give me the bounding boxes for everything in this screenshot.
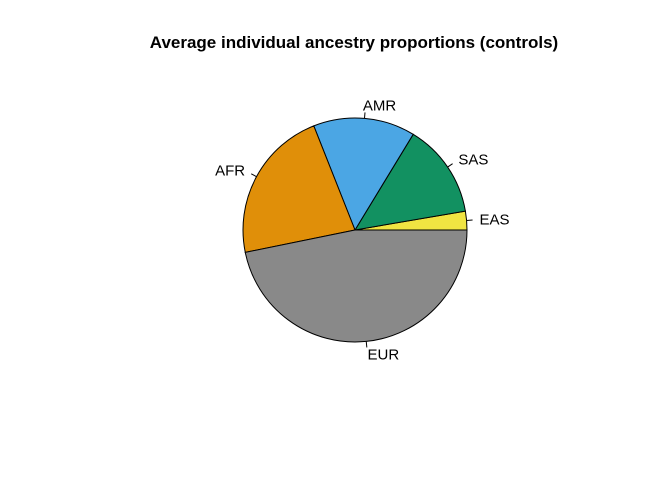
pie-label-eas: EAS [480,211,510,228]
pie-label-afr: AFR [215,162,245,179]
pie-slices [242,117,468,343]
pie-labels: EAS SAS AMR AFR EUR [215,97,509,363]
pie-slice-amr [313,117,414,232]
pie-tick-eas [466,219,473,222]
pie-tick-afr [251,173,257,178]
pie-tick-sas [447,163,453,168]
pie-label-amr: AMR [363,97,397,114]
chart-title: Average individual ancestry proportions … [150,33,558,52]
pie-label-sas: SAS [458,152,488,169]
pie-slice-eur [244,229,468,343]
pie-slice-sas [354,133,466,231]
pie-tick-eur [365,341,368,348]
pie-slice-afr [242,125,356,253]
pie-label-eur: EUR [368,346,400,363]
pie-label-ticks [251,112,473,348]
pie-tick-amr [363,112,366,119]
